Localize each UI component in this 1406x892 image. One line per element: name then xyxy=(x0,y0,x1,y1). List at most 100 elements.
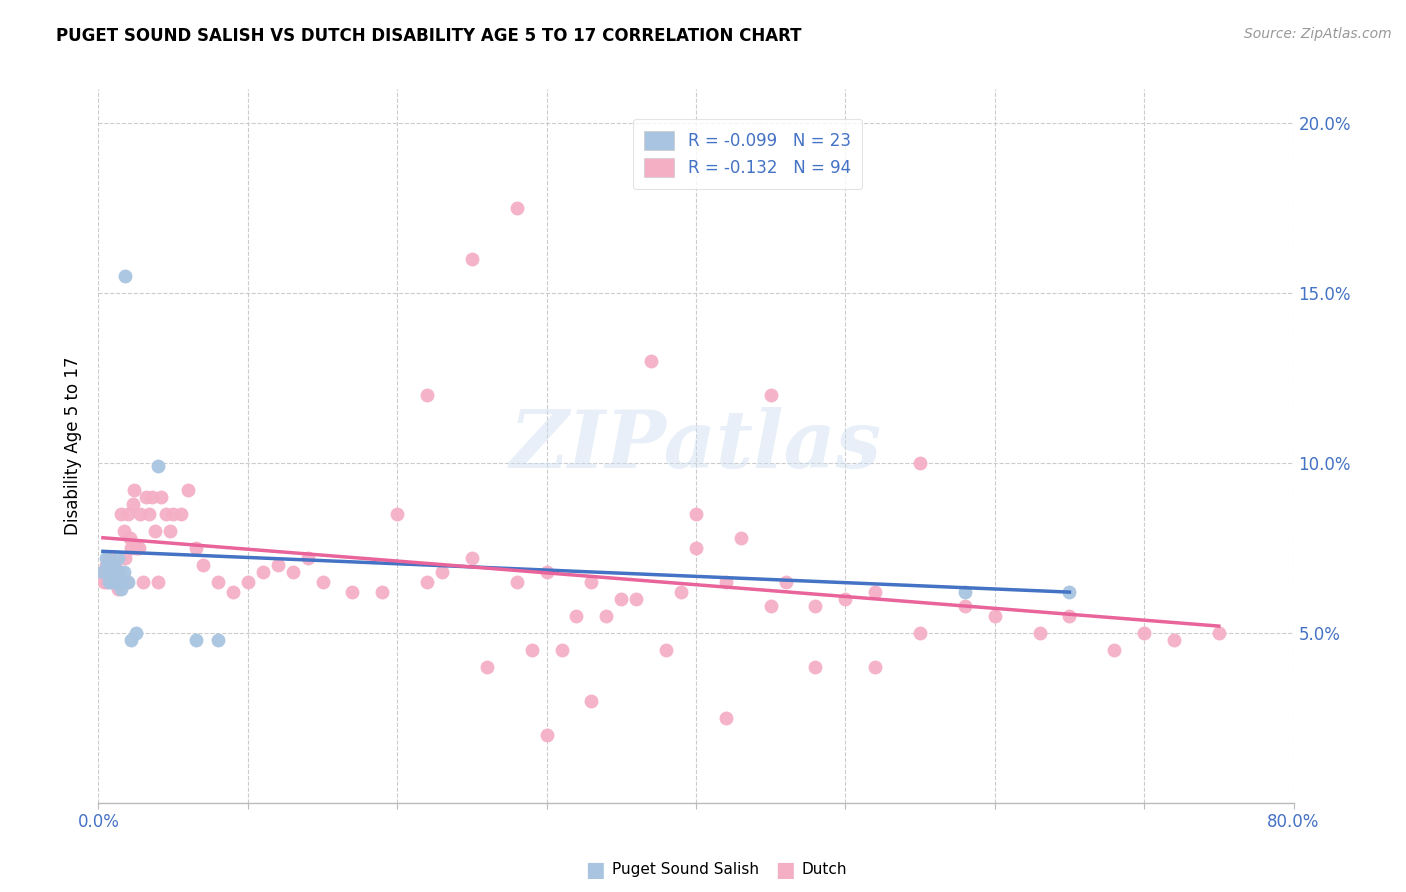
Point xyxy=(105,574,128,589)
Point xyxy=(207,632,229,647)
Point xyxy=(101,574,124,589)
Legend: R = -0.099   N = 23, R = -0.132   N = 94: R = -0.099 N = 23, R = -0.132 N = 94 xyxy=(633,119,862,189)
Text: Source: ZipAtlas.com: Source: ZipAtlas.com xyxy=(1244,27,1392,41)
Point xyxy=(685,541,707,555)
Point xyxy=(207,574,229,589)
Point xyxy=(107,582,129,596)
Point xyxy=(655,643,678,657)
Point xyxy=(150,490,173,504)
Point xyxy=(550,643,572,657)
Text: Dutch: Dutch xyxy=(801,863,846,877)
Point xyxy=(506,201,529,215)
Point xyxy=(953,599,976,613)
Point xyxy=(93,574,115,589)
Point xyxy=(297,551,319,566)
Point xyxy=(610,591,633,606)
Point xyxy=(135,490,157,504)
Point xyxy=(141,490,163,504)
Point xyxy=(112,565,135,579)
Point xyxy=(118,531,141,545)
Point xyxy=(120,541,142,555)
Point xyxy=(1028,626,1050,640)
Point xyxy=(101,574,124,589)
Point xyxy=(103,565,125,579)
Point xyxy=(252,565,274,579)
Point xyxy=(685,507,707,521)
Point xyxy=(148,459,170,474)
Point xyxy=(730,531,752,545)
Point xyxy=(506,574,529,589)
Point xyxy=(96,558,118,572)
Point xyxy=(143,524,166,538)
Point xyxy=(804,599,827,613)
Point xyxy=(111,574,134,589)
Point xyxy=(184,541,207,555)
Point xyxy=(595,608,617,623)
Point xyxy=(804,660,827,674)
Point xyxy=(111,574,134,589)
Point xyxy=(775,574,797,589)
Point xyxy=(385,507,409,521)
Point xyxy=(114,551,136,566)
Point xyxy=(117,507,139,521)
Point xyxy=(110,507,132,521)
Point xyxy=(908,626,931,640)
Text: ■: ■ xyxy=(585,860,605,880)
Point xyxy=(91,565,114,579)
Point xyxy=(96,574,118,589)
Point xyxy=(184,632,207,647)
Point xyxy=(110,582,132,596)
Point xyxy=(1059,585,1081,599)
Point xyxy=(94,551,117,566)
Point xyxy=(461,252,484,266)
Point xyxy=(222,585,245,599)
Point xyxy=(169,507,191,521)
Point xyxy=(714,574,737,589)
Point xyxy=(626,591,648,606)
Point xyxy=(908,456,931,470)
Point xyxy=(108,565,131,579)
Point xyxy=(108,565,131,579)
Point xyxy=(1208,626,1230,640)
Point xyxy=(581,574,603,589)
Point xyxy=(834,591,856,606)
Point xyxy=(865,585,887,599)
Point xyxy=(1104,643,1126,657)
Point xyxy=(104,558,127,572)
Point xyxy=(1133,626,1156,640)
Point xyxy=(759,388,782,402)
Y-axis label: Disability Age 5 to 17: Disability Age 5 to 17 xyxy=(65,357,83,535)
Point xyxy=(342,585,364,599)
Point xyxy=(120,632,142,647)
Point xyxy=(112,524,135,538)
Point xyxy=(128,541,150,555)
Point xyxy=(100,551,122,566)
Point xyxy=(97,565,120,579)
Point xyxy=(640,354,662,368)
Point xyxy=(714,711,737,725)
Point xyxy=(107,551,129,566)
Point xyxy=(124,483,146,498)
Point xyxy=(125,626,148,640)
Point xyxy=(138,507,160,521)
Point xyxy=(536,565,558,579)
Point xyxy=(416,574,439,589)
Point xyxy=(177,483,200,498)
Point xyxy=(536,728,558,742)
Point xyxy=(581,694,603,708)
Point xyxy=(520,643,543,657)
Point xyxy=(565,608,588,623)
Point xyxy=(311,574,333,589)
Point xyxy=(236,574,259,589)
Point xyxy=(129,507,152,521)
Point xyxy=(162,507,184,521)
Point xyxy=(461,551,484,566)
Point xyxy=(148,574,170,589)
Point xyxy=(97,574,120,589)
Point xyxy=(1059,608,1081,623)
Point xyxy=(416,388,439,402)
Point xyxy=(155,507,177,521)
Point xyxy=(759,599,782,613)
Point xyxy=(103,558,125,572)
Point xyxy=(191,558,214,572)
